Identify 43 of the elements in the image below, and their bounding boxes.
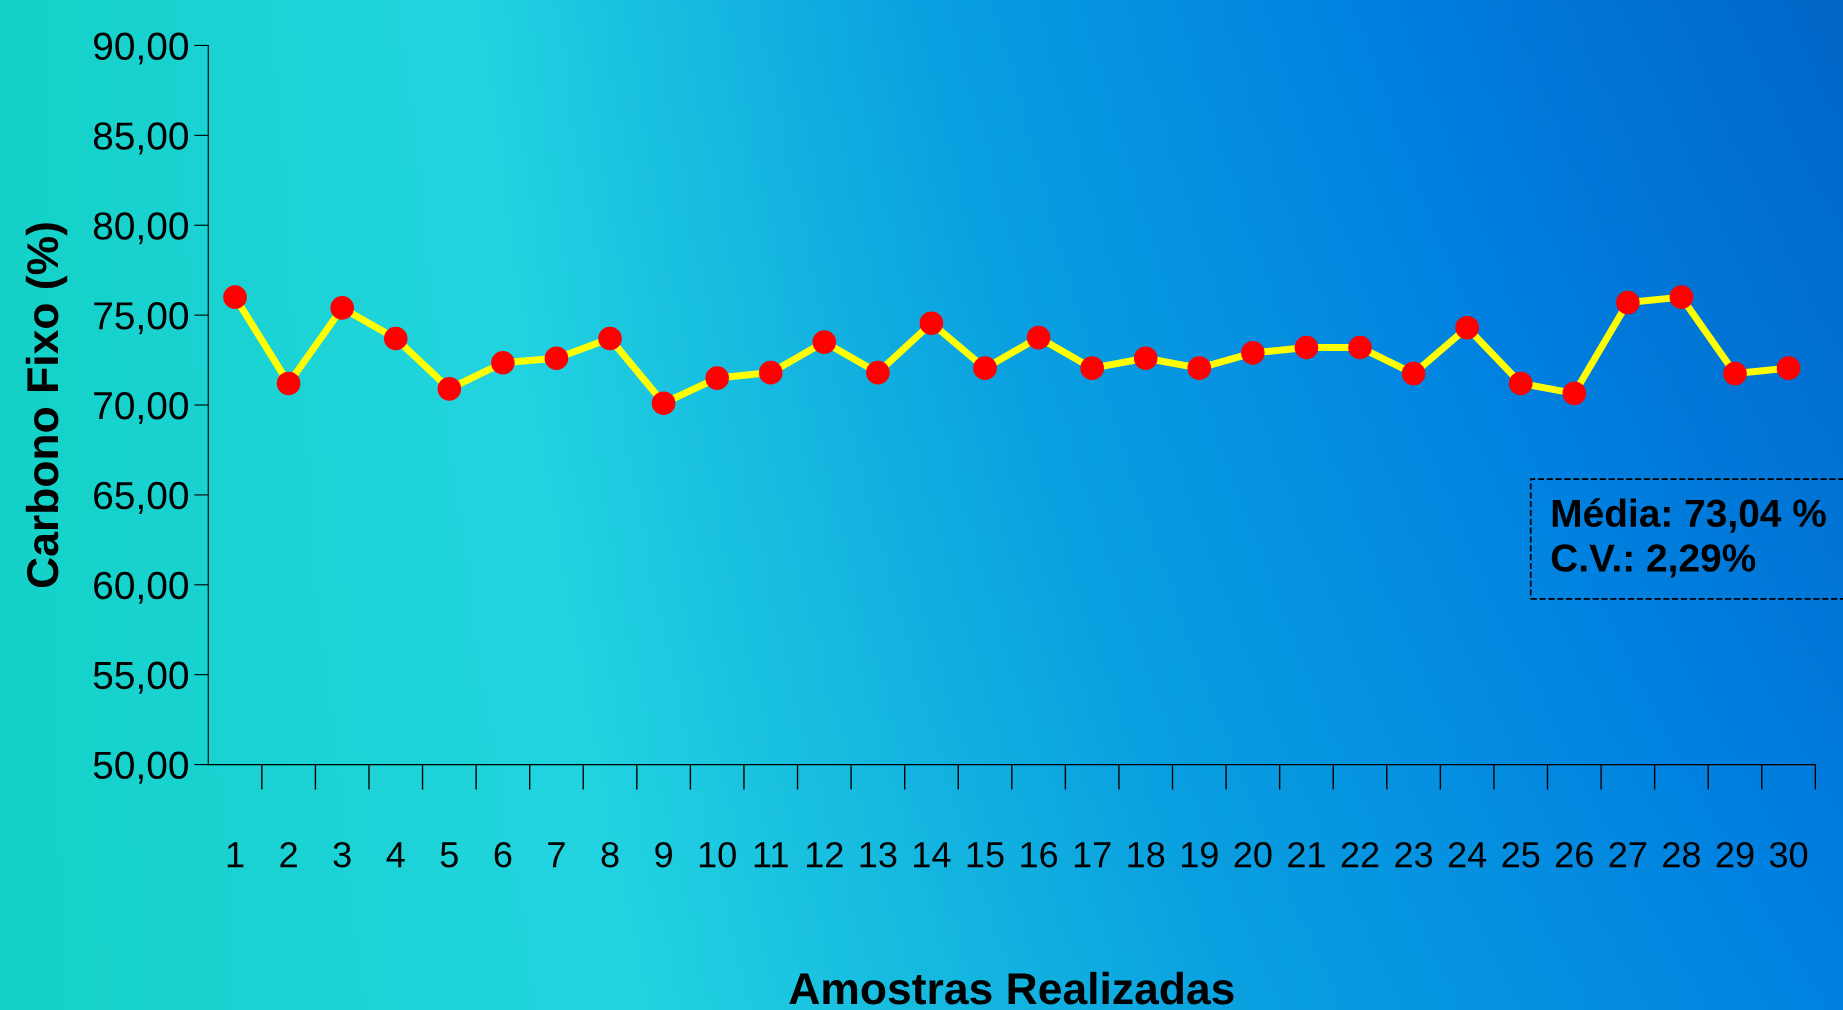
x-tick-label: 15 xyxy=(967,842,1004,868)
x-tick-label: 19 xyxy=(1181,841,1218,868)
y-tick-label: 90,00 xyxy=(94,32,188,65)
x-tick-label: 10 xyxy=(699,841,736,868)
x-tick-label: 22 xyxy=(1341,841,1379,868)
y-tick-label: 85,00 xyxy=(93,122,188,155)
x-tick-label: 1 xyxy=(227,842,244,868)
y-tick-label: 70,00 xyxy=(94,391,188,425)
annotation: Média: 73,04 % xyxy=(1552,498,1826,533)
y-tick-label: 50,00 xyxy=(93,751,188,784)
y-tick-label: 55,00 xyxy=(93,661,188,694)
x-tick-label: 30 xyxy=(1769,841,1808,868)
x-tick-label: 3 xyxy=(333,841,351,868)
y-tick-label: 60,00 xyxy=(94,571,188,604)
x-tick-label: 14 xyxy=(914,842,951,868)
x-tick-label: 26 xyxy=(1556,841,1593,868)
x-tick-label: 25 xyxy=(1502,841,1540,868)
x-tick-label: 4 xyxy=(386,842,405,868)
x-tick-label: 9 xyxy=(655,841,672,868)
y-tick-label: 65,00 xyxy=(94,481,188,514)
x-tick-label: 16 xyxy=(1021,841,1058,868)
x-tick-label: 11 xyxy=(754,842,788,868)
y-tick-label: 75,00 xyxy=(94,302,188,335)
x-tick-label: 28 xyxy=(1663,841,1700,868)
x-tick-label: 8 xyxy=(601,841,619,868)
x-tick-label: 18 xyxy=(1128,841,1165,868)
x-tick-label: 12 xyxy=(806,841,843,868)
x-tick-label: 21 xyxy=(1288,841,1325,868)
annotation: C.V.: 2,29% xyxy=(1551,544,1756,578)
x-tick-label: 2 xyxy=(280,841,297,868)
y-axis-title: Carbono Fixo (%) xyxy=(25,223,68,588)
x-axis-title: Amostras Realizadas xyxy=(789,971,1234,1005)
y-tick-label: 80,00 xyxy=(93,212,188,245)
x-tick-label: 6 xyxy=(494,841,512,868)
x-tick-label: 24 xyxy=(1448,841,1487,868)
x-tick-label: 17 xyxy=(1074,842,1111,868)
x-tick-label: 23 xyxy=(1395,841,1433,868)
x-tick-label: 5 xyxy=(440,842,458,868)
x-tick-label: 13 xyxy=(860,841,897,868)
x-tick-label: 29 xyxy=(1716,841,1754,868)
x-tick-label: 27 xyxy=(1609,841,1647,868)
x-tick-label: 7 xyxy=(548,842,565,868)
x-tick-label: 20 xyxy=(1234,841,1272,868)
